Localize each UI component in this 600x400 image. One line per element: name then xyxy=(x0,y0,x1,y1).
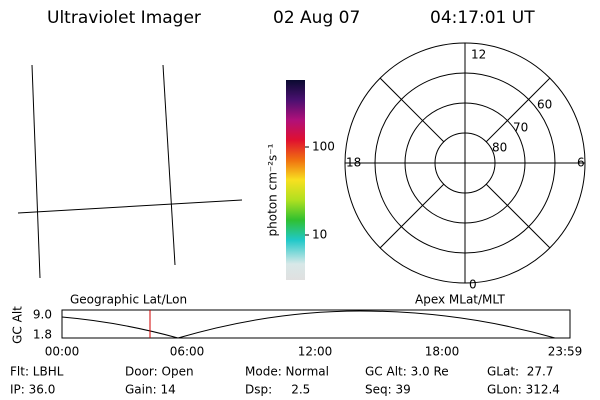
status-field: GLat: 27.7 xyxy=(487,365,553,379)
timeline-xtick: 12:00 xyxy=(298,345,333,359)
mlt-label: 12 xyxy=(471,48,486,62)
lat-label: 70 xyxy=(513,121,528,135)
status-field: Gain: 14 xyxy=(125,383,176,397)
status-field: Dsp: 2.5 xyxy=(245,383,310,397)
status-field: Flt: LBHL xyxy=(10,365,64,379)
lat-label: 60 xyxy=(537,98,552,112)
altitude-curve xyxy=(61,310,556,339)
timeline-xtick: 06:00 xyxy=(170,345,205,359)
mlt-label: 0 xyxy=(469,278,477,292)
status-field: Seq: 39 xyxy=(365,383,411,397)
timeline-ytick: 1.8 xyxy=(33,328,52,342)
status-field: Mode: Normal xyxy=(245,365,329,379)
timeline-xtick: 00:00 xyxy=(45,345,80,359)
colorbar-tick-label: 10 xyxy=(312,228,327,242)
status-field: GC Alt: 3.0 Re xyxy=(365,365,449,379)
time: 04:17:01 UT xyxy=(430,8,535,28)
mlt-label: 6 xyxy=(577,156,585,170)
timeline-left-label: Geographic Lat/Lon xyxy=(70,293,187,307)
timeline-xtick: 23:59 xyxy=(548,345,583,359)
polar-grid xyxy=(344,42,586,284)
timeline-right-label: Apex MLat/MLT xyxy=(415,293,505,307)
title: Ultraviolet Imager xyxy=(47,8,201,28)
timeline-ytick: 9.0 xyxy=(33,308,52,322)
timeline-xtick: 18:00 xyxy=(425,345,460,359)
timeline-frame xyxy=(61,309,571,339)
timeline-ylabel: GC Alt xyxy=(11,306,25,344)
lat-label: 80 xyxy=(492,141,507,155)
status-block: Flt: LBHL Door: Open Mode: Normal GC Alt: 3… xyxy=(10,365,560,397)
map-grid xyxy=(17,64,243,279)
status-field: IP: 36.0 xyxy=(10,383,55,397)
date: 02 Aug 07 xyxy=(273,8,360,28)
colorbar-label: photon cm⁻²s⁻¹ xyxy=(266,143,280,236)
status-field: Door: Open xyxy=(125,365,194,379)
colorbar-tick-label: 100 xyxy=(312,140,335,154)
status-field: GLon: 312.4 xyxy=(487,383,560,397)
colorbar xyxy=(286,80,305,280)
mlt-label: 18 xyxy=(346,156,361,170)
